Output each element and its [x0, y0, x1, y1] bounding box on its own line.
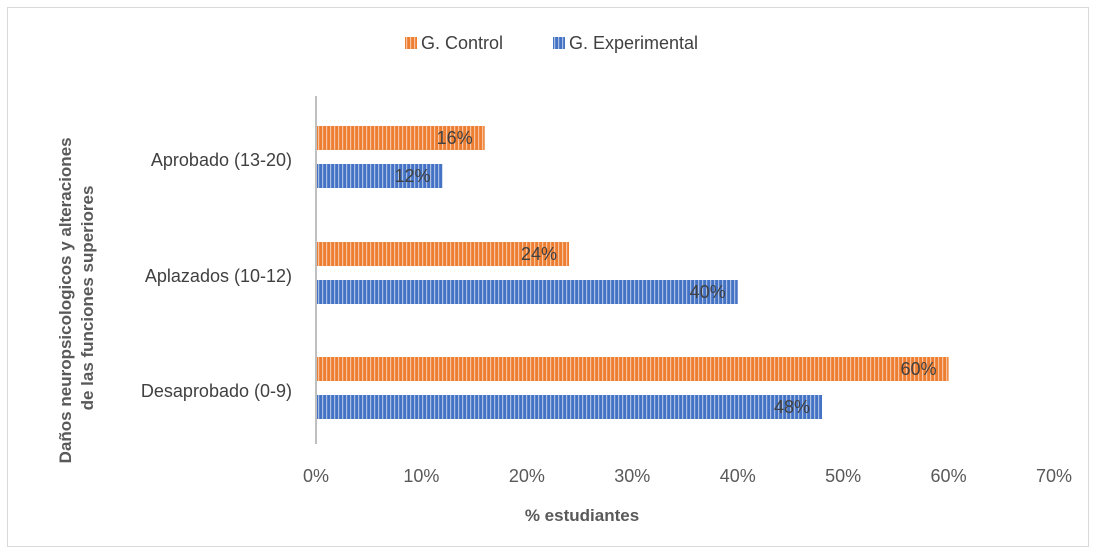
data-label-g-control-aplazados-10-12: 24%	[521, 244, 557, 264]
bar-g-control-aprobado-13-20	[316, 126, 485, 150]
x-tick-label-30: 30%	[614, 466, 650, 486]
y-axis-title-line-1: Daños neuropsicologicos y alteraciones	[56, 137, 75, 463]
legend-label-g-experimental: G. Experimental	[569, 33, 698, 53]
x-tick-label-70: 70%	[1036, 466, 1072, 486]
legend-swatch-g-control	[405, 37, 417, 49]
y-axis-title: Daños neuropsicologicos y alteraciones d…	[56, 133, 97, 464]
y-axis-title-line-2: de las funciones superiores	[78, 186, 97, 411]
data-label-g-control-aprobado-13-20: 16%	[437, 128, 473, 148]
x-tick-label-50: 50%	[825, 466, 861, 486]
bar-g-control-desaprobado-0-9	[316, 357, 949, 381]
category-label-aprobado-13-20: Aprobado (13-20)	[151, 150, 292, 170]
x-tick-label-20: 20%	[509, 466, 545, 486]
legend: G. Control G. Experimental	[405, 33, 698, 53]
data-label-g-experimental-aplazados-10-12: 40%	[690, 282, 726, 302]
x-tick-label-0: 0%	[303, 466, 329, 486]
legend-swatch-g-experimental	[553, 37, 565, 49]
category-label-aplazados-10-12: Aplazados (10-12)	[145, 266, 292, 286]
chart-frame	[7, 7, 1089, 547]
x-tick-label-40: 40%	[720, 466, 756, 486]
x-axis-title: % estudiantes	[525, 506, 639, 525]
bar-g-experimental-aplazados-10-12	[316, 280, 738, 304]
bar-g-control-aplazados-10-12	[316, 242, 570, 266]
x-tick-label-10: 10%	[403, 466, 439, 486]
bar-g-experimental-desaprobado-0-9	[316, 395, 823, 419]
category-label-desaprobado-0-9: Desaprobado (0-9)	[141, 381, 292, 401]
data-label-g-control-desaprobado-0-9: 60%	[901, 359, 937, 379]
data-label-g-experimental-desaprobado-0-9: 48%	[774, 397, 810, 417]
data-label-g-experimental-aprobado-13-20: 12%	[394, 166, 430, 186]
legend-label-g-control: G. Control	[421, 33, 503, 53]
bar-g-experimental-aprobado-13-20	[316, 164, 443, 188]
x-tick-label-60: 60%	[931, 466, 967, 486]
